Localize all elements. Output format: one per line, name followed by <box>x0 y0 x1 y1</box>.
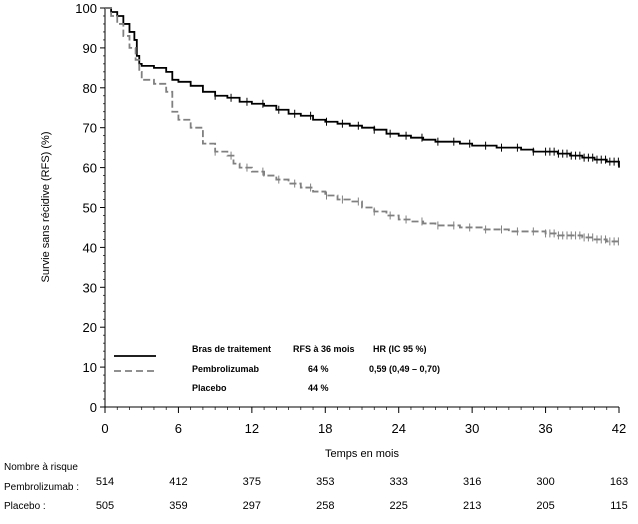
y-tick-label: 60 <box>83 161 97 176</box>
y-tick-label: 20 <box>83 320 97 335</box>
x-axis-title: Temps en mois <box>325 448 399 460</box>
y-tick-label: 40 <box>83 240 97 255</box>
legend-name-pembrolizumab: Pembrolizumab <box>192 364 260 374</box>
risk-value: 375 <box>243 476 261 488</box>
y-tick-label: 10 <box>83 360 97 375</box>
legend: Bras de traitement RFS à 36 mois HR (IC … <box>114 344 440 393</box>
risk-values: 514 412 375 353 333 316 300 163 505 359 297 258 225 2… <box>96 476 628 512</box>
legend-header-rfs: RFS à 36 mois <box>293 344 355 354</box>
x-tick-label: 12 <box>245 421 259 436</box>
x-tick-label: 36 <box>538 421 552 436</box>
risk-value: 225 <box>390 500 408 512</box>
y-tick-label: 90 <box>83 41 97 56</box>
x-tick-label: 42 <box>612 421 626 436</box>
y-tick-label: 80 <box>83 81 97 96</box>
y-axis-title: Survie sans récidive (RFS) (%) <box>40 132 52 283</box>
risk-value: 412 <box>169 476 187 488</box>
y-tick-label: 70 <box>83 121 97 136</box>
x-tick-label: 30 <box>465 421 479 436</box>
risk-table: Nombre à risque Pembrolizumab : Placebo … <box>4 462 628 512</box>
risk-row-label-pembrolizumab: Pembrolizumab : <box>4 482 79 493</box>
risk-value: 353 <box>316 476 334 488</box>
x-tick-label: 24 <box>391 421 405 436</box>
x-tick-label: 18 <box>318 421 332 436</box>
x-tick-label: 6 <box>175 421 182 436</box>
y-tick-label: 100 <box>75 1 97 16</box>
risk-value: 359 <box>169 500 187 512</box>
series-lines <box>105 7 620 244</box>
risk-value: 316 <box>463 476 481 488</box>
y-tick-label: 30 <box>83 280 97 295</box>
censor-marks <box>214 91 619 246</box>
legend-header-arm: Bras de traitement <box>192 344 271 354</box>
risk-value: 205 <box>536 500 554 512</box>
y-tick-label: 50 <box>83 201 97 216</box>
legend-header-hr: HR (IC 95 %) <box>373 344 427 354</box>
risk-value: 163 <box>610 476 628 488</box>
legend-rfs-placebo: 44 % <box>308 383 329 393</box>
risk-value: 333 <box>390 476 408 488</box>
risk-value: 297 <box>243 500 261 512</box>
series-line-pembrolizumab <box>105 7 620 168</box>
risk-row-label-placebo: Placebo : <box>4 501 46 512</box>
risk-value: 258 <box>316 500 334 512</box>
risk-value: 505 <box>96 500 114 512</box>
risk-table-title: Nombre à risque <box>4 462 78 473</box>
risk-value: 213 <box>463 500 481 512</box>
risk-value: 300 <box>536 476 554 488</box>
y-tick-label: 0 <box>90 400 97 415</box>
axes <box>100 7 620 413</box>
risk-value: 115 <box>610 500 628 512</box>
x-tick-label: 0 <box>101 421 108 436</box>
series-line-placebo <box>105 7 620 244</box>
tick-labels: 0 10 20 30 40 50 60 70 80 90 100 0 6 12 18 24 30 36 42 <box>75 1 626 436</box>
risk-value: 514 <box>96 476 114 488</box>
legend-name-placebo: Placebo <box>192 383 227 393</box>
legend-hr-pembrolizumab: 0,59 (0,49 – 0,70) <box>369 364 440 374</box>
legend-rfs-pembrolizumab: 64 % <box>308 364 329 374</box>
